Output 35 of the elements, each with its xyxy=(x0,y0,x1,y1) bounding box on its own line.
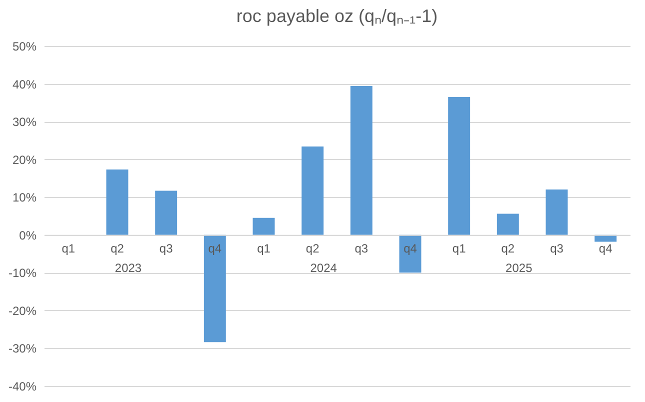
y-tick-label: -20% xyxy=(8,304,37,318)
y-tick-label: 40% xyxy=(12,77,37,92)
x-tick-label: q1 xyxy=(257,241,271,256)
y-tick-label: -10% xyxy=(8,266,37,280)
y-tick-label: 0% xyxy=(19,228,37,242)
bar xyxy=(448,97,470,235)
bar xyxy=(350,86,372,235)
chart-title: roc payable oz (qₙ/qₙ₋₁-1) xyxy=(236,6,438,26)
x-tick-label: q1 xyxy=(452,241,466,256)
x-tick-label: q3 xyxy=(354,241,368,256)
bar xyxy=(496,214,519,235)
annotation: 2023 xyxy=(114,260,142,275)
x-tick-label: q1 xyxy=(62,241,76,256)
x-tick-label: q2 xyxy=(110,241,124,256)
bar xyxy=(302,146,324,235)
y-tick-label: 10% xyxy=(12,190,37,205)
x-tick-label: q4 xyxy=(208,241,222,256)
x-tick-label: q2 xyxy=(306,241,320,256)
bar xyxy=(204,234,226,342)
y-tick-label: -30% xyxy=(8,342,37,356)
bar xyxy=(252,218,275,235)
x-tick-label: q4 xyxy=(598,241,613,256)
y-tick-label: 50% xyxy=(12,40,37,54)
x-tick-label: q3 xyxy=(550,241,564,256)
annotation: 2024 xyxy=(310,260,338,275)
bar xyxy=(106,170,128,235)
x-tick-label: q4 xyxy=(404,241,418,256)
x-tick-label: q3 xyxy=(159,241,174,256)
annotation: 2025 xyxy=(506,260,533,275)
y-tick-label: 30% xyxy=(12,115,37,130)
bar xyxy=(155,190,178,235)
y-tick-label: 20% xyxy=(12,152,37,167)
y-tick-label: -40% xyxy=(8,380,37,394)
bar xyxy=(546,190,568,235)
x-tick-label: q2 xyxy=(501,241,515,256)
